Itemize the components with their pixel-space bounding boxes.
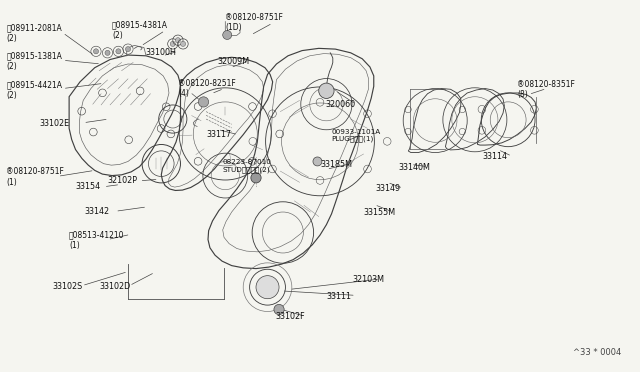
- Circle shape: [125, 46, 131, 52]
- Text: 00933-1101A
PLUGプラグ(1): 00933-1101A PLUGプラグ(1): [332, 129, 381, 142]
- Circle shape: [251, 173, 261, 183]
- Text: 33117: 33117: [206, 130, 231, 139]
- Circle shape: [170, 41, 175, 46]
- Circle shape: [180, 41, 186, 46]
- Text: 33111: 33111: [326, 292, 351, 301]
- Circle shape: [223, 31, 232, 39]
- Text: ^33 * 0004: ^33 * 0004: [573, 348, 621, 357]
- Text: 33102S: 33102S: [52, 282, 83, 291]
- Text: 33155M: 33155M: [364, 208, 396, 217]
- Circle shape: [313, 157, 322, 166]
- Circle shape: [93, 49, 99, 54]
- Text: Ⓧ08915-4421A
(2): Ⓧ08915-4421A (2): [6, 80, 63, 100]
- Text: 33102D: 33102D: [100, 282, 131, 291]
- Text: Ⓧ08915-1381A
(2): Ⓧ08915-1381A (2): [6, 51, 62, 71]
- Text: 08223-87010
STUDスタッド(2): 08223-87010 STUDスタッド(2): [223, 159, 271, 173]
- Circle shape: [105, 50, 110, 55]
- Circle shape: [116, 49, 121, 54]
- Text: 320060: 320060: [325, 100, 355, 109]
- Circle shape: [319, 83, 334, 99]
- Text: 32009M: 32009M: [218, 57, 250, 65]
- Text: 32102P: 32102P: [108, 176, 138, 185]
- Circle shape: [256, 276, 279, 299]
- Text: 33100H: 33100H: [146, 48, 177, 57]
- Text: 33102F: 33102F: [275, 312, 305, 321]
- Text: ®08120-8751F
(1): ®08120-8751F (1): [6, 167, 64, 187]
- Text: ®08120-8251F
(4): ®08120-8251F (4): [178, 79, 236, 98]
- Text: 33142: 33142: [84, 207, 109, 216]
- Text: 33185M: 33185M: [320, 160, 352, 169]
- Text: Ⓧ08915-4381A
(2): Ⓧ08915-4381A (2): [112, 21, 168, 40]
- Text: 33149: 33149: [375, 185, 400, 193]
- Circle shape: [175, 38, 180, 43]
- Text: ®08120-8751F
(1D): ®08120-8751F (1D): [225, 13, 283, 32]
- Text: ⓝ08911-2081A
(2): ⓝ08911-2081A (2): [6, 24, 62, 43]
- Text: Ⓝ08513-41210
(1): Ⓝ08513-41210 (1): [69, 231, 125, 250]
- Circle shape: [274, 304, 284, 315]
- Text: 33154: 33154: [76, 182, 100, 191]
- Text: ®08120-8351F
(8): ®08120-8351F (8): [517, 80, 575, 99]
- Circle shape: [198, 97, 209, 107]
- Text: 33114: 33114: [483, 153, 508, 161]
- Text: 33102E: 33102E: [40, 119, 70, 128]
- Text: 32103M: 32103M: [352, 275, 384, 284]
- Text: 33140M: 33140M: [398, 163, 430, 172]
